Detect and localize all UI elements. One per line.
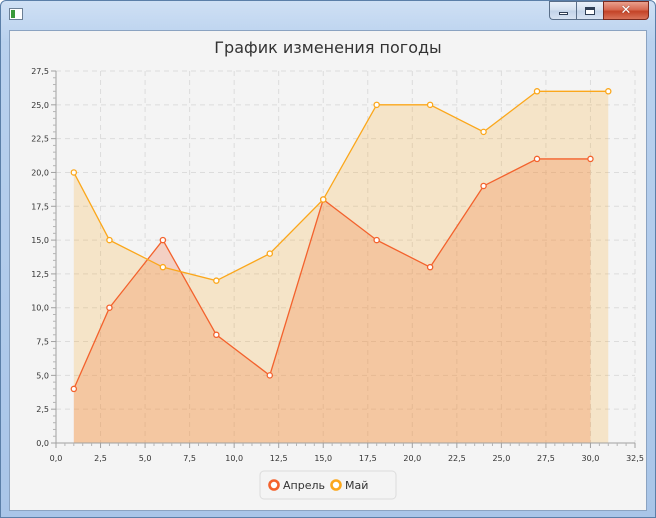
maximize-icon	[585, 6, 595, 15]
y-tick-label: 5,0	[36, 371, 49, 380]
y-tick-label: 17,5	[31, 202, 49, 211]
legend-symbol	[330, 479, 342, 491]
data-point	[605, 88, 612, 95]
minimize-button[interactable]	[549, 1, 576, 20]
grid-lines	[55, 70, 636, 444]
series-points	[70, 88, 612, 393]
data-point	[266, 250, 274, 257]
data-point	[70, 385, 78, 393]
y-tick-label: 27,5	[31, 67, 49, 76]
close-icon: ✕	[620, 3, 632, 18]
data-point	[159, 263, 167, 271]
x-tick-label: 7,5	[183, 454, 196, 463]
x-tick-label: 27,5	[537, 454, 555, 463]
legend-label: Май	[345, 479, 368, 492]
data-point	[533, 88, 541, 95]
data-point	[319, 196, 327, 203]
app-icon	[9, 8, 23, 20]
data-point	[587, 155, 594, 163]
y-tick-label: 15,0	[31, 236, 49, 245]
x-tick-label: 15,0	[314, 454, 332, 463]
x-tick-label: 2,5	[94, 454, 107, 463]
y-tick-label: 25,0	[31, 101, 49, 110]
plot-background	[56, 71, 635, 443]
legend-box	[259, 470, 397, 500]
x-tick-label: 10,0	[225, 454, 243, 463]
series-areas	[73, 91, 609, 444]
y-tick-label: 10,0	[31, 304, 49, 313]
y-tick-label: 22,5	[31, 135, 49, 144]
title-bar[interactable]: ✕	[1, 1, 655, 29]
data-point	[480, 182, 487, 190]
x-tick-label: 17,5	[359, 454, 377, 463]
data-point	[213, 277, 220, 284]
window-controls: ✕	[549, 1, 649, 21]
data-point	[480, 128, 487, 136]
plot-area	[56, 71, 635, 443]
series-area	[73, 91, 609, 444]
x-tick-label: 12,5	[270, 454, 288, 463]
x-tick-label: 5,0	[139, 454, 152, 463]
data-point	[106, 236, 113, 244]
legend-label: Апрель	[283, 479, 325, 492]
legend: Апрель Май	[259, 470, 397, 500]
chart-title: График изменения погоды	[214, 38, 441, 57]
data-point	[426, 263, 434, 271]
close-button[interactable]: ✕	[603, 1, 649, 20]
x-tick-label: 25,0	[492, 454, 510, 463]
x-tick-label: 32,5	[626, 454, 644, 463]
data-point	[373, 236, 380, 244]
minimize-icon	[558, 12, 568, 15]
x-tick-label: 20,0	[403, 454, 421, 463]
x-tick-label: 30,0	[582, 454, 600, 463]
data-point	[426, 101, 434, 109]
data-point	[106, 304, 113, 311]
legend-symbol	[268, 479, 280, 491]
y-tick-label: 0,0	[36, 439, 49, 448]
x-tick-label: 0,0	[50, 454, 63, 463]
area-chart: График изменения погоды 0,0 2,5 5,0 7,5 10,0…	[31, 38, 644, 500]
axes: 0,0 2,5 5,0 7,5 10,0 12,5 15,0 17,5 20,0 22,5 25,0…	[31, 67, 644, 463]
x-tick-label: 22,5	[448, 454, 466, 463]
data-point	[159, 236, 167, 244]
data-point	[373, 101, 380, 109]
data-point	[266, 372, 274, 379]
y-tick-label: 2,5	[36, 405, 49, 414]
y-tick-label: 12,5	[31, 270, 49, 279]
window-content: График изменения погоды 0,0 2,5 5,0 7,5 10,0…	[9, 30, 647, 511]
data-point	[533, 155, 541, 163]
maximize-button[interactable]	[576, 1, 603, 20]
series-area	[73, 158, 591, 443]
y-tick-label: 20,0	[31, 168, 49, 177]
data-point	[70, 169, 78, 176]
data-point	[213, 331, 220, 339]
y-tick-label: 7,5	[36, 338, 49, 347]
